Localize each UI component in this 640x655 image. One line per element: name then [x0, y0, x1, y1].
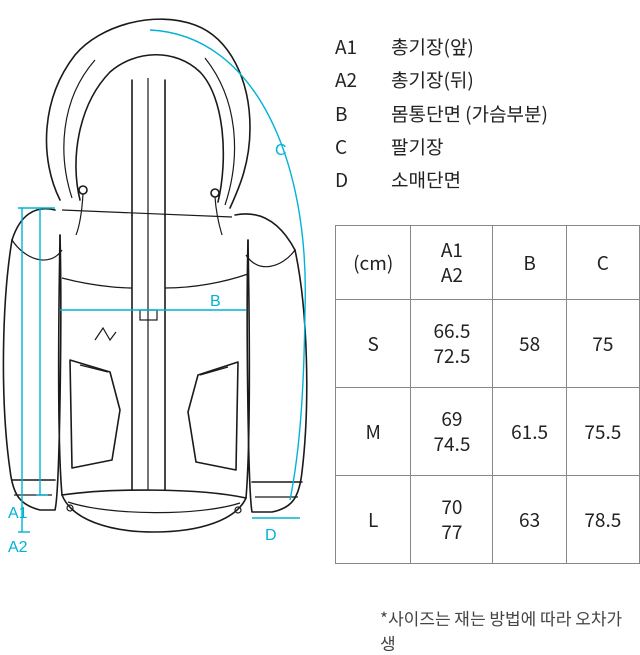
legend-row: A1 총기장(앞) — [335, 30, 548, 63]
legend-code: A1 — [335, 30, 391, 63]
legend-row: C 팔기장 — [335, 130, 548, 163]
legend-label: 소매단면 — [391, 163, 461, 196]
table-header-b: B — [493, 226, 566, 300]
size-footnote: *사이즈는 재는 방법에 따라 오차가 생 — [380, 605, 640, 655]
size-label: M — [336, 388, 411, 476]
size-b-cell: 61.5 — [493, 388, 566, 476]
size-c-cell: 75.5 — [566, 388, 639, 476]
size-label: S — [336, 300, 411, 388]
size-a-cell: 70 77 — [411, 476, 493, 564]
size-a-cell: 69 74.5 — [411, 388, 493, 476]
table-row: M 69 74.5 61.5 75.5 — [336, 388, 640, 476]
diagram-label-a2: A2 — [8, 539, 28, 556]
legend-row: A2 총기장(뒤) — [335, 63, 548, 96]
table-header-c: C — [566, 226, 639, 300]
diagram-label-d: D — [265, 527, 277, 544]
size-b-cell: 63 — [493, 476, 566, 564]
table-unit-header: (cm) — [336, 226, 411, 300]
size-label: L — [336, 476, 411, 564]
legend-label: 팔기장 — [391, 130, 443, 163]
legend-label: 총기장(뒤) — [391, 63, 474, 96]
size-b-cell: 58 — [493, 300, 566, 388]
diagram-label-c: C — [275, 142, 287, 159]
table-header-a: A1 A2 — [411, 226, 493, 300]
measurement-legend: A1 총기장(앞) A2 총기장(뒤) B 몸통단면 (가슴부분) C 팔기장 … — [335, 30, 548, 196]
legend-label: 총기장(앞) — [391, 30, 474, 63]
table-row: L 70 77 63 78.5 — [336, 476, 640, 564]
jacket-diagram: A1 A2 B C D — [0, 10, 310, 570]
size-a-cell: 66.5 72.5 — [411, 300, 493, 388]
legend-code: B — [335, 97, 391, 130]
diagram-label-a1: A1 — [8, 505, 28, 522]
table-row: S 66.5 72.5 58 75 — [336, 300, 640, 388]
legend-code: C — [335, 130, 391, 163]
size-c-cell: 78.5 — [566, 476, 639, 564]
legend-code: D — [335, 163, 391, 196]
legend-code: A2 — [335, 63, 391, 96]
legend-label: 몸통단면 (가슴부분) — [391, 97, 548, 130]
size-c-cell: 75 — [566, 300, 639, 388]
legend-row: B 몸통단면 (가슴부분) — [335, 97, 548, 130]
legend-row: D 소매단면 — [335, 163, 548, 196]
size-table: (cm) A1 A2 B C S 66.5 72.5 58 75 M — [335, 225, 640, 564]
diagram-label-b: B — [210, 293, 221, 310]
